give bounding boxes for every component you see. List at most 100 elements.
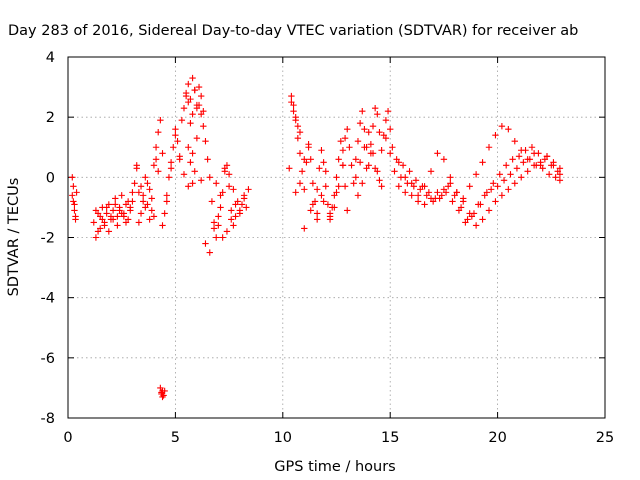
grid: [68, 57, 605, 418]
data-point: [213, 234, 220, 241]
data-point: [472, 222, 480, 229]
data-point: [406, 168, 413, 175]
data-point: [114, 222, 121, 229]
data-point: [500, 177, 508, 184]
data-point: [150, 213, 158, 220]
x-axis-label: GPS time / hours: [274, 459, 395, 475]
data-point: [305, 144, 312, 151]
data-point: [97, 225, 104, 232]
data-point: [155, 168, 162, 175]
data-point: [326, 216, 334, 223]
data-point: [159, 150, 166, 157]
data-point: [447, 180, 454, 187]
data-point: [131, 180, 138, 187]
data-point: [485, 207, 493, 214]
data-point: [135, 189, 143, 196]
data-point: [399, 162, 407, 169]
data-point: [107, 213, 115, 220]
data-point: [182, 89, 190, 97]
data-point: [122, 219, 130, 226]
data-point: [294, 122, 302, 130]
data-point: [191, 86, 198, 94]
data-point: [539, 165, 546, 172]
data-point: [178, 116, 186, 124]
data-point: [142, 204, 149, 211]
data-point: [292, 189, 299, 196]
data-point: [556, 171, 564, 178]
data-point: [301, 186, 308, 193]
data-point: [414, 198, 422, 205]
y-tick-label: -6: [41, 351, 55, 367]
x-tick-label: 5: [171, 430, 180, 446]
data-point: [511, 138, 518, 145]
y-tick-label: 4: [46, 50, 55, 66]
data-point: [189, 110, 196, 118]
data-point: [475, 201, 482, 208]
data-point: [359, 180, 366, 187]
data-point: [322, 168, 329, 175]
data-point: [193, 135, 201, 142]
data-point: [466, 210, 473, 217]
data-point: [185, 144, 192, 151]
data-point: [112, 201, 119, 208]
data-point: [481, 192, 488, 199]
data-point: [417, 186, 424, 193]
data-point: [526, 156, 534, 163]
data-point: [163, 198, 171, 205]
data-point: [170, 144, 177, 151]
data-point: [335, 156, 342, 163]
data-point: [352, 156, 360, 163]
data-point: [133, 162, 140, 169]
data-point: [447, 174, 454, 181]
data-point: [225, 183, 233, 190]
data-point: [217, 192, 224, 199]
data-point: [197, 110, 205, 118]
data-point: [513, 165, 521, 172]
data-point: [307, 156, 314, 163]
data-point: [341, 135, 349, 142]
data-point: [520, 159, 527, 166]
data-point: [382, 135, 390, 142]
data-point: [421, 201, 428, 208]
data-point: [313, 186, 321, 193]
x-tick-label: 25: [596, 430, 614, 446]
data-point: [427, 168, 435, 175]
data-point: [243, 204, 250, 211]
data-point: [245, 186, 252, 193]
data-point: [313, 216, 321, 223]
data-point: [410, 183, 418, 190]
x-tick-label: 10: [274, 430, 292, 446]
data-point: [344, 207, 351, 214]
data-point: [148, 195, 155, 202]
data-point: [545, 171, 553, 178]
data-point: [378, 183, 385, 190]
data-point: [217, 204, 224, 211]
data-point: [301, 156, 308, 163]
data-point: [176, 156, 183, 163]
data-point: [382, 116, 390, 124]
y-tick-label: 0: [46, 170, 55, 186]
data-point: [223, 228, 231, 235]
data-point: [189, 74, 196, 82]
data-point: [371, 165, 379, 172]
data-point: [550, 162, 557, 169]
data-point: [103, 210, 110, 217]
data-point: [202, 240, 209, 247]
data-point: [393, 156, 400, 163]
data-point: [215, 213, 222, 220]
data-point: [339, 147, 347, 154]
data-point: [159, 393, 166, 401]
data-point: [543, 153, 551, 160]
data-point: [434, 189, 441, 196]
data-point: [92, 234, 100, 241]
data-point: [337, 138, 344, 145]
data-point: [180, 104, 188, 112]
data-point: [354, 138, 362, 145]
data-point: [185, 183, 192, 190]
data-point: [167, 159, 175, 166]
data-point: [135, 219, 143, 226]
data-point: [341, 183, 349, 190]
data-point: [505, 126, 512, 133]
data-point: [322, 183, 329, 190]
data-point: [414, 192, 422, 199]
